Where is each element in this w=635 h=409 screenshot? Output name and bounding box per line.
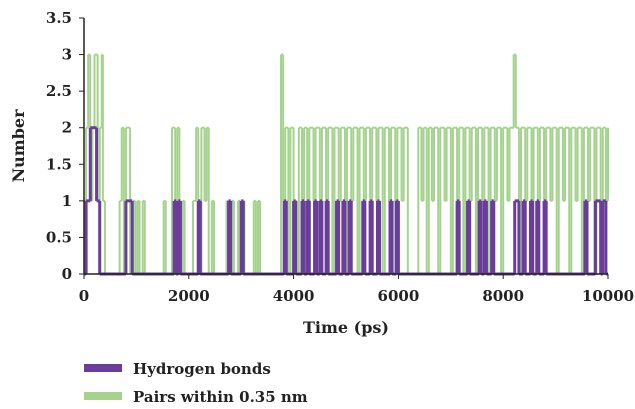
x-tick-label: 0 bbox=[79, 287, 89, 305]
x-tick-label: 6000 bbox=[378, 287, 420, 305]
series-1 bbox=[84, 126, 608, 276]
x-tick-label: 10000 bbox=[582, 287, 634, 305]
y-tick-label: 3.5 bbox=[46, 9, 72, 27]
legend: Hydrogen bonds Pairs within 0.35 nm bbox=[84, 360, 308, 406]
legend-label-hydrogen-bonds: Hydrogen bonds bbox=[133, 360, 271, 378]
y-tick-label: 1 bbox=[62, 192, 72, 210]
tick-labels: 0 2000 4000 6000 8000 10000 0 0.5 1 1.5 2 2.5 3 3.5 bbox=[46, 9, 634, 305]
legend-swatch-hydrogen-bonds bbox=[84, 364, 122, 372]
y-axis-title: Number bbox=[9, 109, 28, 183]
y-tick-label: 3 bbox=[62, 46, 72, 64]
axes bbox=[79, 17, 609, 279]
y-tick-label: 1.5 bbox=[46, 155, 72, 173]
y-tick-label: 0.5 bbox=[46, 228, 72, 246]
y-tick-label: 0 bbox=[62, 265, 72, 283]
plot-area bbox=[84, 53, 609, 276]
x-axis-title: Time (ps) bbox=[303, 318, 389, 337]
x-tick-label: 2000 bbox=[168, 287, 210, 305]
legend-swatch-pairs-within bbox=[84, 392, 122, 400]
x-tick-label: 8000 bbox=[482, 287, 524, 305]
legend-label-pairs-within: Pairs within 0.35 nm bbox=[133, 388, 308, 406]
x-tick-label: 4000 bbox=[273, 287, 315, 305]
y-tick-label: 2 bbox=[62, 119, 72, 137]
legend-item-hydrogen-bonds: Hydrogen bonds bbox=[84, 360, 271, 378]
y-tick-label: 2.5 bbox=[46, 82, 72, 100]
legend-item-pairs-within: Pairs within 0.35 nm bbox=[84, 388, 308, 406]
